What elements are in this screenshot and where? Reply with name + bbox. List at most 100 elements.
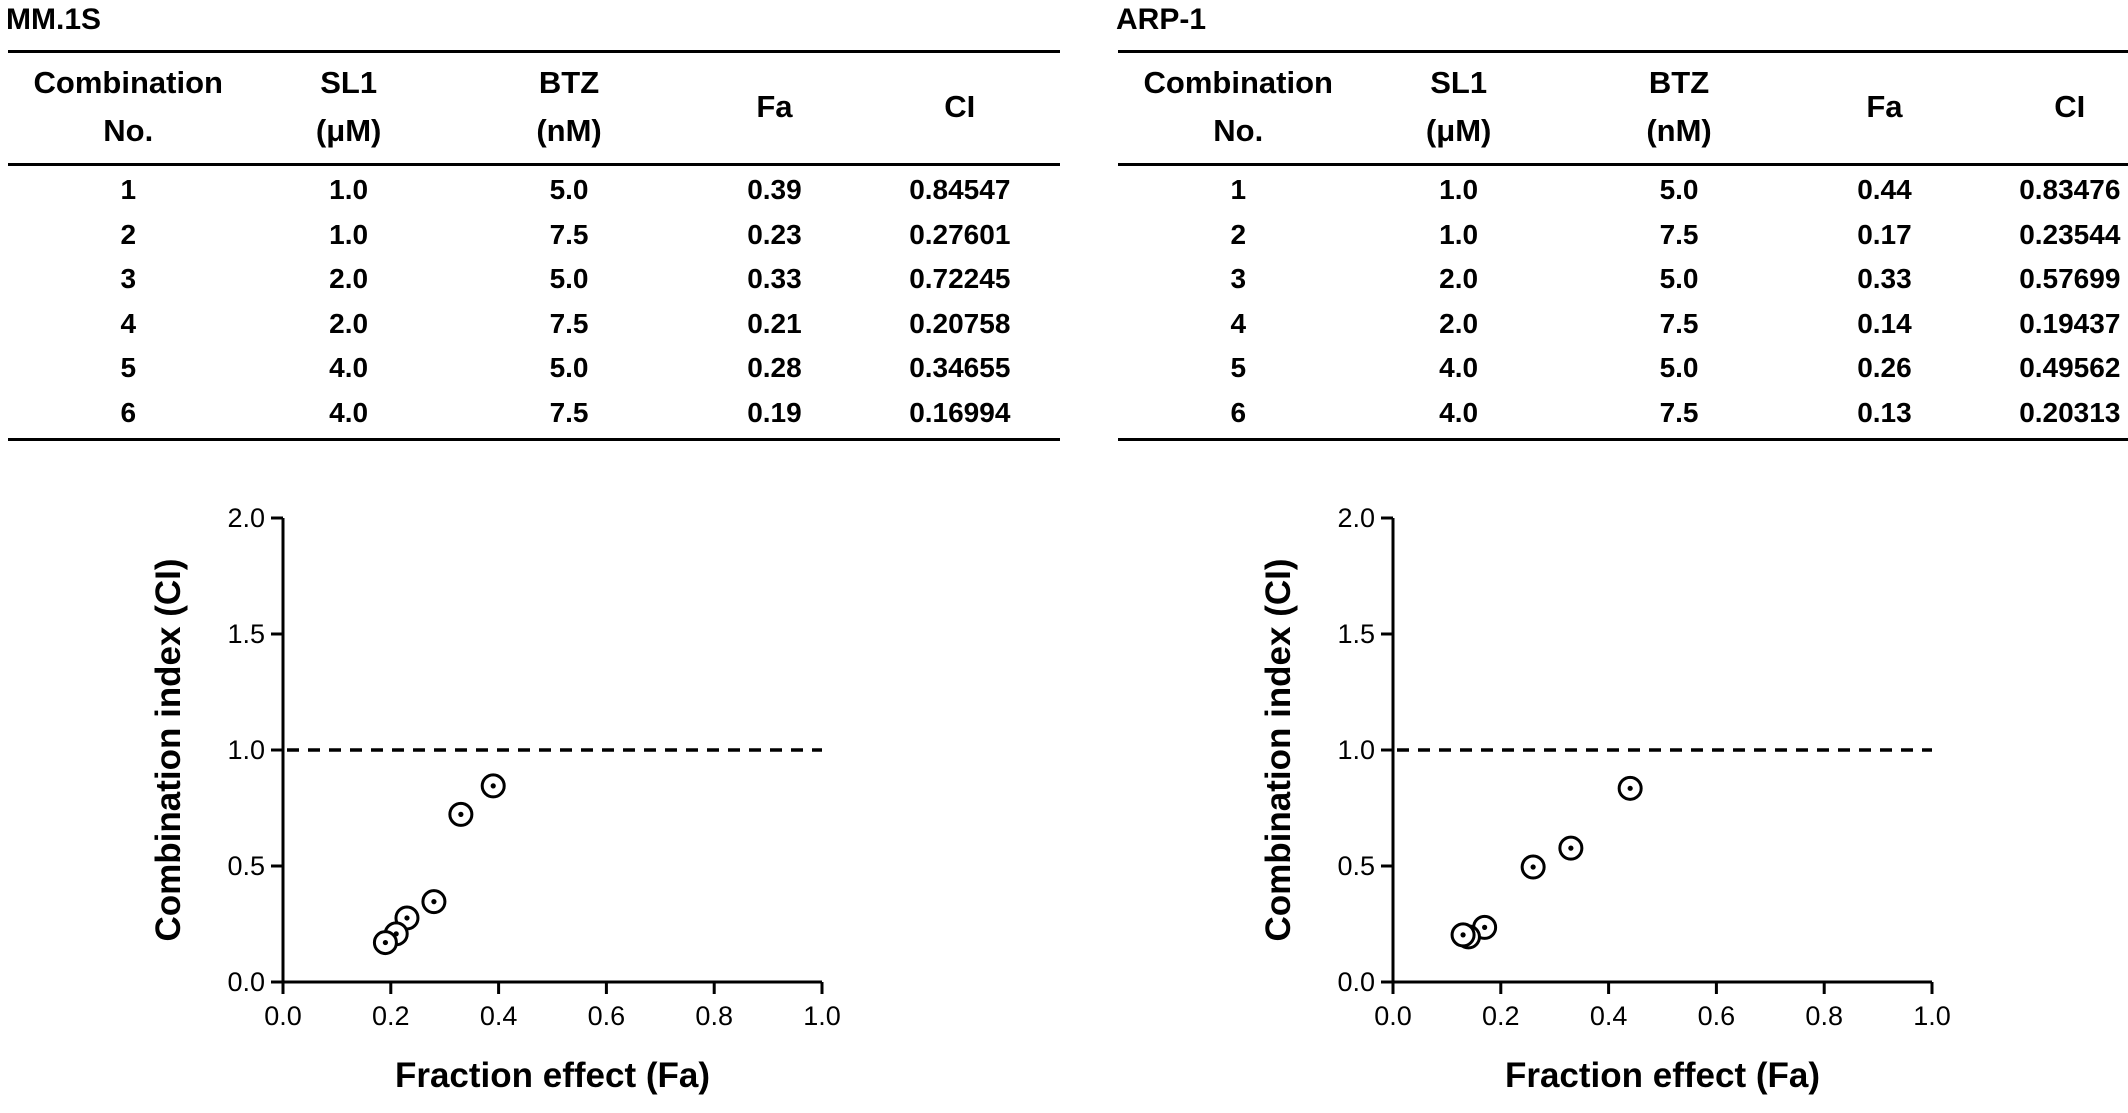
cell-btz: 5.0 (1659, 174, 1699, 205)
table-header-row: Combination No. SL1 (μM) BTZ (nM) Fa CI (1118, 51, 2128, 165)
x-tick-label: 0.4 (480, 1001, 518, 1031)
cell-btz: 7.5 (549, 218, 589, 250)
combination-table: Combination No. SL1 (μM) BTZ (nM) Fa CI (1118, 50, 2128, 441)
cell-fa: 0.33 (1857, 263, 1912, 295)
cell-fa: 0.28 (747, 352, 802, 384)
panel-arp1: ARP-1 Combination No. SL1 (μM) BTZ (nM) … (1110, 0, 2128, 1113)
panel-mm1s: MM.1S Combination No. SL1 (μM) BTZ (nM) … (0, 0, 1060, 1113)
cell-fa: 0.13 (1857, 396, 1912, 428)
x-axis-title: Fraction effect (Fa) (1505, 1056, 1820, 1095)
data-point-center (382, 939, 389, 946)
cell-fa: 0.44 (1857, 174, 1912, 205)
cell-combination: 6 (120, 396, 137, 428)
cell-btz: 7.5 (549, 396, 589, 428)
x-tick-label: 0.0 (1374, 1001, 1412, 1031)
header-combination: Combination No. (1143, 65, 1333, 148)
cell-btz: 5.0 (1659, 352, 1699, 384)
cell-fa: 0.26 (1857, 352, 1912, 384)
y-axis-title: Combination index (CI) (1259, 558, 1298, 941)
cell-ci: 0.27601 (909, 218, 1011, 250)
cell-combination: 3 (120, 263, 137, 295)
cell-ci: 0.19437 (2019, 307, 2121, 339)
y-tick-label: 1.0 (1337, 735, 1375, 765)
cell-fa: 0.17 (1857, 218, 1912, 250)
cell-fa: 0.14 (1857, 307, 1912, 339)
x-tick-label: 1.0 (1913, 1001, 1951, 1031)
panel-title: ARP-1 (1116, 3, 1207, 36)
cell-sl1: 2.0 (329, 307, 369, 339)
cell-btz: 7.5 (1659, 307, 1699, 339)
cell-sl1: 4.0 (1439, 352, 1479, 384)
data-point (480, 773, 506, 799)
cell-sl1: 2.0 (329, 263, 369, 295)
table-row: 5 4.0 5.0 0.26 0.49562 (1118, 346, 2128, 391)
data-point-center (458, 811, 464, 817)
data-point-center (1568, 845, 1574, 851)
y-tick-label: 1.0 (227, 735, 265, 765)
table-row: 6 4.0 7.5 0.19 0.16994 (8, 391, 1060, 439)
cell-fa: 0.23 (747, 218, 802, 250)
header-ci: CI (944, 89, 976, 124)
cell-combination: 5 (1230, 352, 1247, 384)
combination-table: Combination No. SL1 (μM) BTZ (nM) Fa CI (8, 50, 1060, 441)
cell-fa: 0.39 (747, 174, 802, 205)
cell-sl1: 4.0 (329, 396, 369, 428)
cell-combination: 1 (120, 174, 137, 205)
ci-scatter-plot: 0.0 0.5 1.0 1.5 2.0 0.0 0.2 0.4 0.6 0.8 1.0 Fractio… (149, 503, 841, 1095)
cell-ci: 0.20758 (909, 307, 1011, 339)
header-ci: CI (2054, 89, 2086, 124)
table-row: 4 2.0 7.5 0.21 0.20758 (8, 302, 1060, 347)
table-row: 2 1.0 7.5 0.23 0.27601 (8, 213, 1060, 258)
table-row: 6 4.0 7.5 0.13 0.20313 (1118, 391, 2128, 439)
data-point-center (1627, 785, 1633, 791)
table-row: 4 2.0 7.5 0.14 0.19437 (1118, 302, 2128, 347)
cell-btz: 5.0 (549, 352, 589, 384)
cell-ci: 0.72245 (909, 263, 1011, 295)
y-tick-label: 2.0 (1337, 503, 1375, 533)
table-row: 2 1.0 7.5 0.17 0.23544 (1118, 213, 2128, 258)
data-point (372, 930, 398, 956)
cell-combination: 4 (120, 307, 137, 339)
data-point (1520, 854, 1546, 880)
table-row: 1 1.0 5.0 0.39 0.84547 (8, 165, 1060, 213)
data-point-center (431, 899, 437, 905)
cell-sl1: 4.0 (1439, 396, 1479, 428)
cell-combination: 1 (1230, 174, 1247, 205)
data-point-center (1482, 924, 1488, 930)
cell-combination: 3 (1230, 263, 1247, 295)
cell-combination: 6 (1230, 396, 1247, 428)
cell-btz: 5.0 (549, 174, 589, 205)
cell-ci: 0.23544 (2019, 218, 2121, 250)
cell-sl1: 2.0 (1439, 263, 1479, 295)
x-tick-label: 0.8 (695, 1001, 733, 1031)
y-tick-label: 0.0 (1337, 967, 1375, 997)
table-row: 1 1.0 5.0 0.44 0.83476 (1118, 165, 2128, 213)
cell-btz: 7.5 (549, 307, 589, 339)
cell-btz: 7.5 (1659, 218, 1699, 250)
data-point (448, 801, 474, 827)
cell-ci: 0.83476 (2019, 174, 2121, 205)
header-sl1: SL1 (μM) (1425, 65, 1492, 148)
header-fa: Fa (1866, 89, 1903, 124)
x-tick-label: 0.0 (264, 1001, 302, 1031)
x-tick-label: 0.6 (1698, 1001, 1736, 1031)
cell-fa: 0.19 (747, 396, 802, 428)
data-point (1450, 922, 1476, 948)
cell-ci: 0.34655 (909, 352, 1011, 384)
data-point (1558, 835, 1584, 861)
table-row: 3 2.0 5.0 0.33 0.57699 (1118, 257, 2128, 302)
cell-combination: 5 (120, 352, 137, 384)
cell-combination: 2 (120, 218, 137, 250)
x-tick-label: 0.2 (1482, 1001, 1520, 1031)
panel-title: MM.1S (6, 3, 102, 36)
x-tick-label: 1.0 (803, 1001, 841, 1031)
y-tick-label: 0.5 (227, 851, 265, 881)
cell-fa: 0.21 (747, 307, 802, 339)
cell-sl1: 4.0 (329, 352, 369, 384)
cell-sl1: 1.0 (329, 174, 369, 205)
x-tick-label: 0.6 (588, 1001, 626, 1031)
header-combination: Combination No. (33, 65, 223, 148)
y-tick-label: 2.0 (227, 503, 265, 533)
x-tick-label: 0.4 (1590, 1001, 1628, 1031)
cell-sl1: 1.0 (329, 218, 369, 250)
